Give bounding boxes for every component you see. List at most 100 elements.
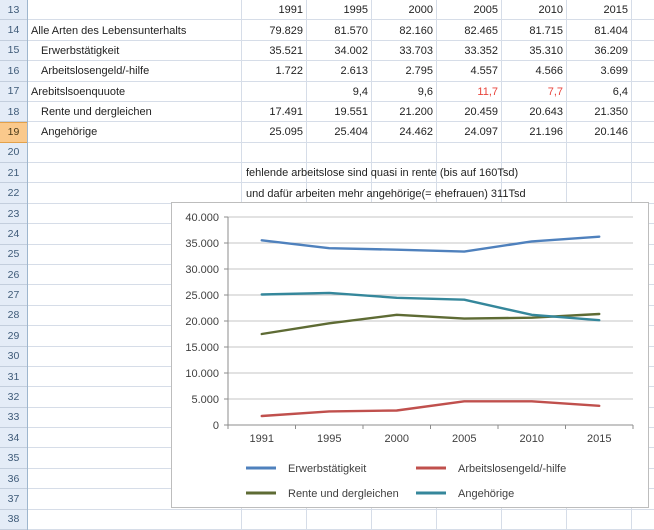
- year-header-cell[interactable]: 2015: [603, 4, 628, 17]
- note-cell[interactable]: fehlende arbeitslose sind quasi in rente…: [246, 167, 519, 180]
- value-cell[interactable]: 2.795: [405, 65, 433, 78]
- y-axis-label: 5.000: [191, 394, 219, 406]
- row-header-31[interactable]: 31: [0, 366, 27, 388]
- row-header-15[interactable]: 15: [0, 40, 27, 62]
- note-cell[interactable]: und dafür arbeiten mehr angehörige(= ehe…: [246, 187, 526, 200]
- row-header-26[interactable]: 26: [0, 265, 27, 286]
- row-header-25[interactable]: 25: [0, 244, 27, 265]
- value-cell[interactable]: 36.209: [594, 44, 628, 57]
- row-label-cell[interactable]: Arbeitslosengeld/-hilfe: [41, 65, 150, 78]
- gridline-horizontal: [27, 100, 654, 102]
- row-header-27[interactable]: 27: [0, 285, 27, 306]
- row-header-35[interactable]: 35: [0, 448, 27, 469]
- row-header-38[interactable]: 38: [0, 509, 27, 530]
- year-header-cell[interactable]: 2005: [473, 4, 498, 17]
- gridline-horizontal: [27, 182, 654, 184]
- embedded-line-chart[interactable]: 0 5.000 10.000 15.000 20.000 25.000 30.000 35.0…: [171, 202, 649, 508]
- value-cell[interactable]: 81.715: [529, 24, 563, 37]
- value-cell[interactable]: 6,4: [612, 85, 628, 98]
- value-cell[interactable]: 20.643: [529, 106, 563, 119]
- value-cell[interactable]: 9,6: [417, 85, 433, 98]
- row-header-29[interactable]: 29: [0, 326, 27, 347]
- series-line-1: [260, 400, 601, 418]
- value-cell[interactable]: 81.404: [594, 24, 628, 37]
- row-header-18[interactable]: 18: [0, 101, 27, 123]
- x-axis-label: 1995: [317, 433, 341, 445]
- value-cell[interactable]: 1.722: [275, 65, 303, 78]
- value-cell[interactable]: 25.095: [269, 126, 303, 139]
- legend-label-1: Arbeitslosengeld/-hilfe: [458, 463, 566, 475]
- value-cell[interactable]: 4.566: [535, 65, 563, 78]
- x-axis-label: 2010: [520, 433, 544, 445]
- legend-label-0: Erwerbstätigkeit: [288, 463, 366, 475]
- value-cell[interactable]: 2.613: [340, 65, 368, 78]
- row-label-cell[interactable]: Alle Arten des Lebensunterhalts: [31, 24, 187, 37]
- row-header-36[interactable]: 36: [0, 468, 27, 490]
- value-cell[interactable]: 19.551: [334, 106, 368, 119]
- value-cell[interactable]: 11,7: [477, 85, 498, 98]
- gridline-horizontal: [27, 162, 654, 164]
- year-header-cell[interactable]: 2010: [538, 4, 563, 17]
- row-header-32[interactable]: 32: [0, 387, 27, 408]
- year-header-cell[interactable]: 1991: [278, 4, 303, 17]
- chart-canvas: 0 5.000 10.000 15.000 20.000 25.000 30.000 35.0…: [185, 212, 634, 500]
- value-cell[interactable]: 4.557: [470, 65, 498, 78]
- row-header-37[interactable]: 37: [0, 489, 27, 510]
- y-axis-label: 30.000: [185, 264, 219, 276]
- value-cell[interactable]: 21.200: [399, 106, 433, 119]
- value-cell[interactable]: 9,4: [352, 85, 368, 98]
- row-header-21[interactable]: 21: [0, 163, 27, 184]
- value-cell[interactable]: 21.196: [529, 126, 563, 139]
- x-axis-label: 2005: [452, 433, 476, 445]
- row-header-separator: [27, 0, 28, 530]
- x-axis-label: 2000: [385, 433, 409, 445]
- y-axis-label: 20.000: [185, 316, 219, 328]
- row-label-cell[interactable]: Rente und dergleichen: [41, 106, 152, 119]
- value-cell[interactable]: 82.160: [399, 24, 433, 37]
- value-cell[interactable]: 33.352: [464, 44, 498, 57]
- value-cell[interactable]: 33.703: [399, 44, 433, 57]
- value-cell[interactable]: 3.699: [600, 65, 628, 78]
- row-header-13[interactable]: 13: [0, 0, 27, 21]
- value-cell[interactable]: 81.570: [334, 24, 368, 37]
- row-label-cell[interactable]: Arebitslsoenquuote: [31, 85, 126, 98]
- value-cell[interactable]: 82.465: [464, 24, 498, 37]
- row-header-19[interactable]: 19: [0, 122, 27, 143]
- row-label-cell[interactable]: Angehörige: [41, 126, 98, 139]
- x-axis-label: 2015: [587, 433, 611, 445]
- row-header-24[interactable]: 24: [0, 224, 27, 245]
- gridline-horizontal: [27, 39, 654, 41]
- value-cell[interactable]: 20.146: [594, 126, 628, 139]
- y-axis-label: 35.000: [185, 238, 219, 250]
- row-header-16[interactable]: 16: [0, 61, 27, 82]
- row-header-28[interactable]: 28: [0, 305, 27, 327]
- row-header-33[interactable]: 33: [0, 407, 27, 429]
- value-cell[interactable]: 35.521: [269, 44, 303, 57]
- legend-label-2: Rente und dergleichen: [288, 488, 399, 500]
- row-label-cell[interactable]: Erwerbstätigkeit: [41, 44, 120, 57]
- value-cell[interactable]: 17.491: [269, 106, 303, 119]
- value-cell[interactable]: 20.459: [464, 106, 498, 119]
- value-cell[interactable]: 34.002: [334, 44, 368, 57]
- row-header-23[interactable]: 23: [0, 203, 27, 225]
- value-cell[interactable]: 7,7: [547, 85, 563, 98]
- value-cell[interactable]: 35.310: [529, 44, 563, 57]
- row-header-22[interactable]: 22: [0, 183, 27, 204]
- value-cell[interactable]: 79.829: [269, 24, 303, 37]
- row-header-30[interactable]: 30: [0, 346, 27, 367]
- row-header-20[interactable]: 20: [0, 142, 27, 164]
- value-cell[interactable]: 25.404: [334, 126, 368, 139]
- value-cell[interactable]: 24.097: [464, 126, 498, 139]
- value-cell[interactable]: 21.350: [594, 106, 628, 119]
- gridline-horizontal: [27, 121, 654, 123]
- year-header-cell[interactable]: 1995: [343, 4, 368, 17]
- y-axis-label: 0: [213, 420, 219, 432]
- series-line-3: [260, 291, 601, 322]
- value-cell[interactable]: 24.462: [399, 126, 433, 139]
- row-header-17[interactable]: 17: [0, 81, 27, 102]
- year-header-cell[interactable]: 2000: [408, 4, 433, 17]
- gridline-horizontal: [27, 141, 654, 143]
- row-header-14[interactable]: 14: [0, 20, 27, 41]
- row-header-34[interactable]: 34: [0, 428, 27, 449]
